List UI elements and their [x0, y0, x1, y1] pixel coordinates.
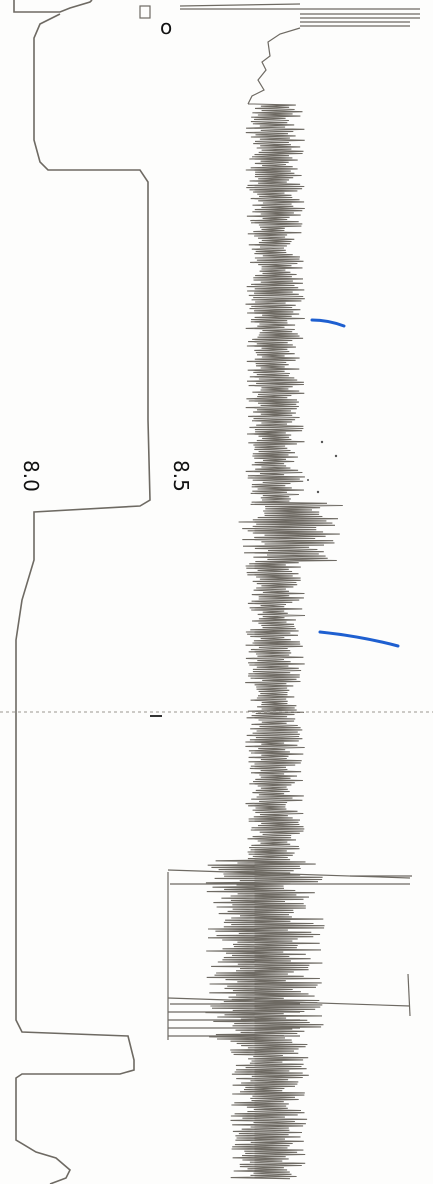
flat-segments [167, 869, 412, 1040]
top-marker-box [139, 5, 151, 19]
reference-trace [13, 0, 151, 1184]
signal-lead-in [247, 27, 301, 105]
label-8-5: 8.5 [169, 460, 193, 492]
header-bars [179, 3, 420, 27]
blue-pen-mark-upper [310, 318, 346, 328]
circle-marker: o [160, 15, 172, 39]
specks [307, 440, 338, 494]
label-8-0: 8.0 [19, 460, 43, 492]
signal-trace [205, 103, 343, 1180]
blue-pen-mark-lower [318, 630, 400, 648]
